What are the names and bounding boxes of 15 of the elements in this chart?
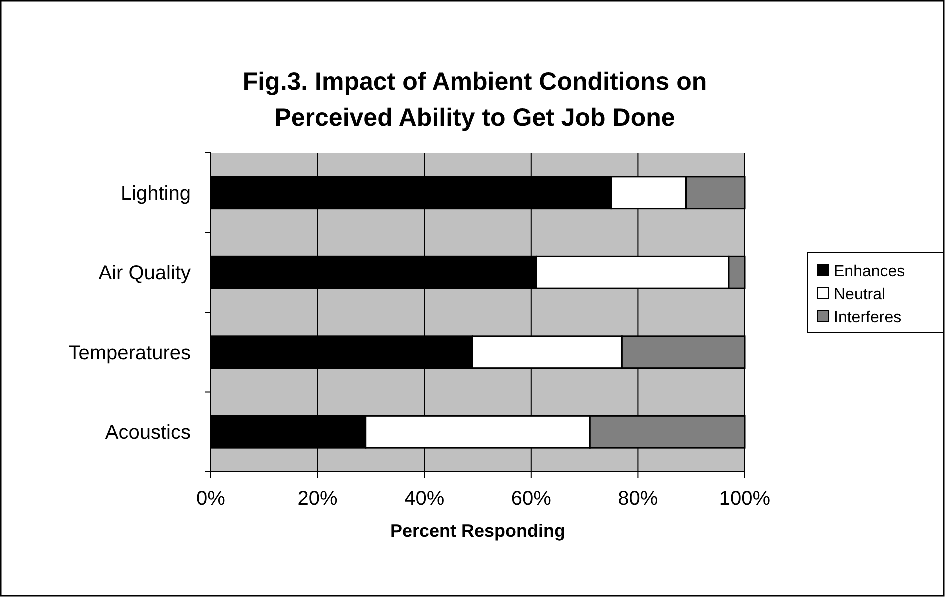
y-tick-label: Acoustics — [105, 422, 191, 444]
legend-label: Interferes — [834, 310, 902, 327]
legend-label: Enhances — [834, 264, 906, 281]
x-tick-label: 20% — [298, 488, 338, 510]
x-tick-label: 60% — [511, 488, 552, 510]
y-tick-label: Lighting — [120, 182, 191, 205]
x-tick-label: 80% — [618, 488, 658, 510]
legend-label: Neutral — [834, 286, 886, 304]
chart-title: Fig.3. Impact of Ambient Conditions on Perceived Ability to Get Job Done — [242, 68, 708, 132]
x-tick-label: 100% — [719, 488, 771, 510]
x-tick-label: 0% — [196, 488, 226, 510]
y-tick-label: Temperatures — [68, 342, 191, 364]
x-tick-label: 40% — [404, 488, 445, 510]
y-tick-label: Air Quality — [98, 262, 191, 285]
x-axis-title: Percent Responding — [390, 521, 566, 541]
